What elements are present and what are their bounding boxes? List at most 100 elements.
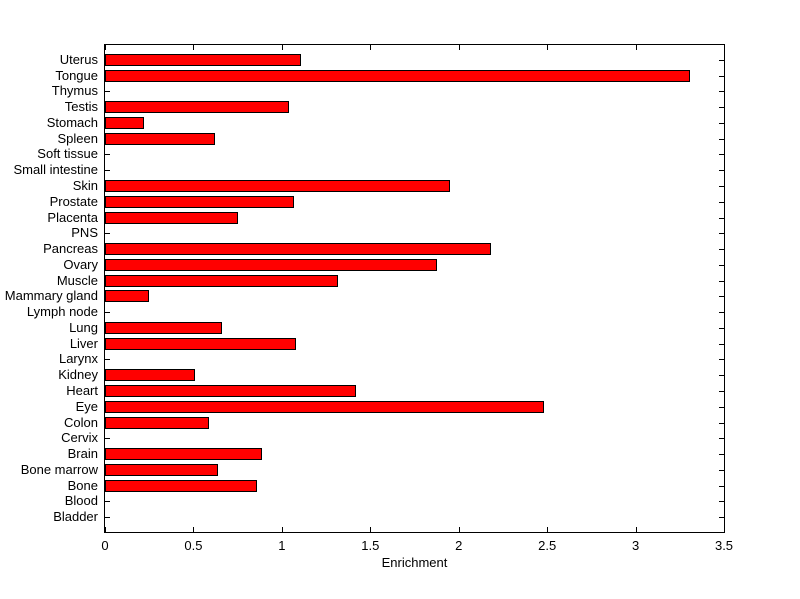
y-tick-right <box>719 406 724 408</box>
bar-liver <box>105 337 296 350</box>
y-tick-right <box>719 485 724 487</box>
y-tick-label: Testis <box>64 99 98 115</box>
bar-ovary <box>105 258 437 271</box>
y-tick-right <box>719 107 724 109</box>
y-tick-right <box>719 185 724 187</box>
x-tick-bottom <box>458 527 460 532</box>
y-tick-right <box>719 343 724 345</box>
y-tick-label: Muscle <box>56 272 98 288</box>
y-tick-left <box>105 501 110 503</box>
y-tick-right <box>719 75 724 77</box>
y-tick-label: Lymph node <box>26 304 98 320</box>
y-tick-right <box>719 170 724 172</box>
y-tick-left <box>105 233 110 235</box>
x-tick-label: 1 <box>278 538 286 553</box>
bar-heart <box>105 385 356 398</box>
x-tick-top <box>281 45 283 50</box>
bar-brain <box>105 448 262 461</box>
x-tick-top <box>724 45 725 50</box>
x-tick-label: 2 <box>455 538 463 553</box>
y-tick-label: Larynx <box>58 351 98 367</box>
y-tick-right <box>719 469 724 471</box>
bar-kidney <box>105 369 195 382</box>
y-tick-right <box>719 138 724 140</box>
y-tick-label: Stomach <box>46 114 98 130</box>
y-tick-right <box>719 438 724 440</box>
x-tick-label: 0.5 <box>184 538 203 553</box>
bar-bone <box>105 479 257 492</box>
plot-area <box>104 44 725 533</box>
y-tick-label: Kidney <box>58 367 98 383</box>
bar-colon <box>105 416 209 429</box>
y-tick-label: Heart <box>66 383 98 399</box>
x-tick-label: 2.5 <box>538 538 557 553</box>
bar-bone-marrow <box>105 463 218 476</box>
y-tick-label: Thymus <box>51 83 98 99</box>
x-tick-label: 3.5 <box>714 538 734 553</box>
y-tick-label: Blood <box>64 493 98 509</box>
y-tick-right <box>719 122 724 124</box>
bar-eye <box>105 400 544 413</box>
y-tick-left <box>105 170 110 172</box>
y-tick-left <box>105 517 110 519</box>
y-tick-right <box>719 201 724 203</box>
x-tick-label: 1.5 <box>361 538 380 553</box>
bar-uterus <box>105 53 301 66</box>
y-tick-label: Bone marrow <box>20 461 98 477</box>
y-tick-right <box>719 91 724 93</box>
x-tick-bottom <box>635 527 637 532</box>
x-tick-top <box>635 45 637 50</box>
y-tick-left <box>105 438 110 440</box>
x-tick-bottom <box>193 527 195 532</box>
y-tick-label: Placenta <box>47 209 98 225</box>
x-tick-top <box>458 45 460 50</box>
y-tick-left <box>105 154 110 156</box>
y-tick-label: Brain <box>67 446 98 462</box>
bar-muscle <box>105 274 338 287</box>
y-tick-right <box>719 375 724 377</box>
y-tick-label: Colon <box>64 414 98 430</box>
y-tick-label: Uterus <box>59 51 98 67</box>
y-tick-right <box>719 154 724 156</box>
y-tick-left <box>105 312 110 314</box>
x-tick-top <box>193 45 195 50</box>
y-tick-label: Eye <box>75 398 98 414</box>
y-tick-right <box>719 296 724 298</box>
x-tick-bottom <box>105 527 106 532</box>
y-tick-label: Soft tissue <box>37 146 98 162</box>
y-tick-left <box>105 359 110 361</box>
y-tick-right <box>719 391 724 393</box>
y-tick-right <box>719 359 724 361</box>
bar-pancreas <box>105 243 491 256</box>
bar-tongue <box>105 69 690 82</box>
x-axis-title: Enrichment <box>381 555 448 570</box>
y-tick-right <box>719 517 724 519</box>
bar-prostate <box>105 195 294 208</box>
x-tick-label: 3 <box>631 538 640 553</box>
y-tick-label: Bladder <box>53 509 98 525</box>
y-tick-label: Cervix <box>61 430 98 446</box>
y-tick-right <box>719 312 724 314</box>
y-tick-label: Ovary <box>63 256 98 272</box>
y-tick-label: Small intestine <box>13 162 98 178</box>
bar-stomach <box>105 116 144 129</box>
x-tick-label: 0 <box>101 538 109 553</box>
y-tick-label: Lung <box>69 319 98 335</box>
y-tick-left <box>105 91 110 93</box>
y-tick-label: Spleen <box>57 130 98 146</box>
bar-testis <box>105 101 289 114</box>
bar-skin <box>105 179 450 192</box>
x-tick-top <box>105 45 106 50</box>
y-tick-label: Pancreas <box>43 241 98 257</box>
bar-placenta <box>105 211 238 224</box>
y-tick-label: Bone <box>67 477 98 493</box>
y-tick-right <box>719 422 724 424</box>
y-tick-right <box>719 454 724 456</box>
bar-spleen <box>105 132 215 145</box>
y-tick-label: Skin <box>72 177 98 193</box>
x-tick-top <box>547 45 549 50</box>
y-tick-right <box>719 280 724 282</box>
y-tick-right <box>719 249 724 251</box>
y-tick-label: PNS <box>71 225 98 241</box>
